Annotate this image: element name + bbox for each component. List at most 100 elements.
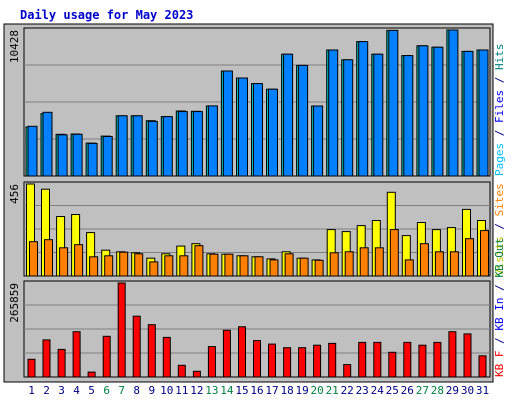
sites-bar <box>209 253 219 277</box>
panel-1-ymax-label: 10428 <box>8 30 21 63</box>
sites-bar <box>179 255 189 277</box>
x-tick-label: 20 <box>310 384 323 397</box>
x-tick-label: 17 <box>265 384 278 397</box>
sites-bar <box>329 252 339 277</box>
sites-bar <box>299 257 309 277</box>
sites-bar <box>89 256 99 277</box>
kbf-bar <box>117 282 126 378</box>
legend-entry: Sites <box>493 183 506 216</box>
x-tick-label: 18 <box>280 384 293 397</box>
kbf-bar <box>268 343 276 378</box>
files-bar <box>358 41 369 177</box>
legend-entry: / <box>493 216 506 236</box>
kbf-bar <box>238 326 246 378</box>
sites-bar <box>359 247 369 277</box>
x-tick-label: 23 <box>356 384 369 397</box>
files-bar <box>418 45 429 177</box>
kbf-bar <box>147 324 156 378</box>
sites-bar <box>419 243 429 277</box>
legend-entry: Hits <box>493 44 506 71</box>
kbf-bar <box>222 329 231 378</box>
files-bar <box>147 120 158 177</box>
legend-entry: / <box>493 123 506 143</box>
x-tick-label: 6 <box>103 384 110 397</box>
kbf-bar <box>42 339 51 378</box>
legend-entry: Visits <box>493 236 506 276</box>
sites-bar <box>104 255 114 277</box>
files-bar <box>192 111 203 177</box>
sites-bar <box>149 261 159 277</box>
files-bar <box>298 64 309 177</box>
sites-bar <box>239 255 249 277</box>
sites-bar <box>449 251 459 277</box>
sites-bar <box>164 255 174 277</box>
files-bar <box>268 88 278 177</box>
kbf-bar <box>418 344 427 378</box>
sites-bar <box>254 256 264 277</box>
kbf-bar <box>328 342 337 378</box>
files-bar <box>253 83 263 177</box>
panel-3-legend: KB F / KB In / KB Out <box>493 238 506 377</box>
kbf-bar <box>433 341 442 378</box>
sites-bar <box>194 245 204 277</box>
files-bar <box>433 46 444 177</box>
kbf-bar <box>27 358 36 378</box>
sites-bar <box>465 238 474 277</box>
files-bar <box>72 133 83 177</box>
sites-bar <box>374 247 384 277</box>
files-bar <box>373 53 384 177</box>
x-tick-label: 14 <box>220 384 234 397</box>
x-tick-label: 15 <box>235 384 248 397</box>
x-tick-label: 28 <box>431 384 444 397</box>
x-tick-label: 25 <box>386 384 399 397</box>
kbf-bar <box>448 331 457 378</box>
sites-bar <box>434 251 444 277</box>
sites-bar <box>284 253 294 277</box>
kbf-bar <box>358 341 367 378</box>
x-tick-label: 10 <box>160 384 173 397</box>
files-bar <box>403 55 414 177</box>
sites-bar <box>404 259 414 277</box>
files-bar <box>238 77 248 177</box>
sites-bar <box>44 239 53 277</box>
files-bar <box>313 105 324 177</box>
kbf-bar <box>87 371 96 378</box>
files-bar <box>463 50 474 177</box>
x-tick-label: 12 <box>190 384 203 397</box>
chart-title: Daily usage for May 2023 <box>20 8 193 22</box>
kbf-bar <box>343 364 352 378</box>
legend-entry: / <box>493 331 506 351</box>
x-tick-label: 26 <box>401 384 414 397</box>
sites-bar <box>389 229 399 277</box>
sites-bar <box>269 259 279 277</box>
sites-bar <box>314 259 324 277</box>
sites-bar <box>74 244 84 277</box>
legend-entry: / <box>493 278 506 298</box>
x-tick-label: 4 <box>73 384 80 397</box>
files-bar <box>478 49 489 177</box>
kbf-bar <box>72 331 81 378</box>
files-bar <box>132 115 143 177</box>
panel-2-legend: Visits / Sites <box>493 183 506 276</box>
x-tick-label: 2 <box>43 384 50 397</box>
x-tick-label: 31 <box>476 384 489 397</box>
files-bar <box>328 49 339 177</box>
files-bar <box>207 105 218 177</box>
sites-bar <box>134 253 144 277</box>
kbf-bar <box>388 351 397 378</box>
x-tick-label: 21 <box>326 384 339 397</box>
sites-bar <box>29 241 38 277</box>
x-tick-label: 7 <box>118 384 125 397</box>
files-bar <box>102 136 113 177</box>
sites-bar <box>119 251 129 277</box>
files-bar <box>117 115 128 177</box>
kbf-bar <box>283 347 292 378</box>
files-bar <box>222 70 233 177</box>
files-bar <box>283 53 294 177</box>
x-tick-label: 1 <box>28 384 35 397</box>
files-bar <box>87 142 98 177</box>
sites-bar <box>224 253 234 277</box>
x-tick-label: 27 <box>416 384 429 397</box>
x-tick-label: 11 <box>175 384 188 397</box>
